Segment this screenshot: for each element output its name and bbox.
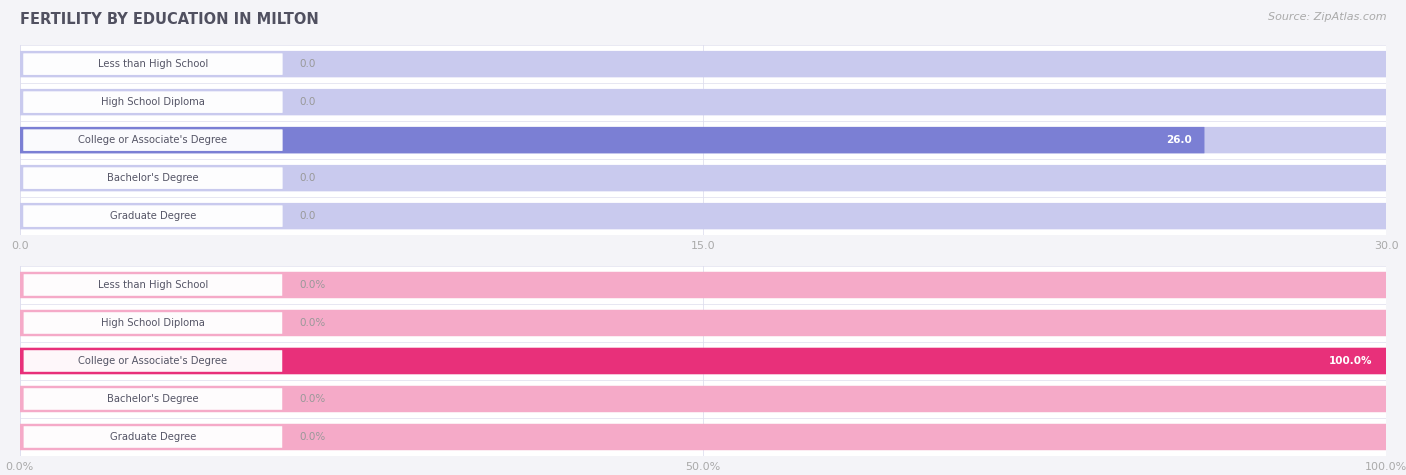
Text: 0.0%: 0.0% [299,318,326,328]
Text: 0.0: 0.0 [299,211,316,221]
Text: High School Diploma: High School Diploma [101,318,205,328]
Bar [20,418,1386,456]
FancyBboxPatch shape [24,91,283,113]
FancyBboxPatch shape [24,312,283,334]
Text: 26.0: 26.0 [1167,135,1192,145]
Text: Graduate Degree: Graduate Degree [110,432,195,442]
FancyBboxPatch shape [20,89,1386,115]
FancyBboxPatch shape [24,426,283,448]
Text: Graduate Degree: Graduate Degree [110,211,195,221]
Text: 0.0%: 0.0% [299,432,326,442]
Text: College or Associate's Degree: College or Associate's Degree [79,356,228,366]
FancyBboxPatch shape [24,129,283,151]
FancyBboxPatch shape [24,274,283,296]
Bar [20,45,1386,83]
Text: 0.0: 0.0 [299,97,316,107]
Bar [20,304,1386,342]
Text: 0.0%: 0.0% [299,280,326,290]
Bar [20,159,1386,197]
FancyBboxPatch shape [20,127,1386,153]
FancyBboxPatch shape [24,205,283,227]
FancyBboxPatch shape [20,348,1386,374]
Text: High School Diploma: High School Diploma [101,97,205,107]
FancyBboxPatch shape [24,53,283,75]
Text: Bachelor's Degree: Bachelor's Degree [107,173,198,183]
FancyBboxPatch shape [24,167,283,189]
Bar [20,342,1386,380]
FancyBboxPatch shape [20,348,1386,374]
FancyBboxPatch shape [20,51,1386,77]
Text: College or Associate's Degree: College or Associate's Degree [79,135,228,145]
Text: 100.0%: 100.0% [1329,356,1372,366]
Bar [20,380,1386,418]
Text: 0.0%: 0.0% [299,394,326,404]
FancyBboxPatch shape [20,127,1205,153]
Text: FERTILITY BY EDUCATION IN MILTON: FERTILITY BY EDUCATION IN MILTON [20,12,318,27]
Bar [20,266,1386,304]
FancyBboxPatch shape [20,424,1386,450]
Bar [20,83,1386,121]
Text: Less than High School: Less than High School [98,280,208,290]
Text: Source: ZipAtlas.com: Source: ZipAtlas.com [1268,12,1386,22]
FancyBboxPatch shape [24,350,283,372]
FancyBboxPatch shape [20,203,1386,229]
Text: Bachelor's Degree: Bachelor's Degree [107,394,198,404]
FancyBboxPatch shape [20,386,1386,412]
FancyBboxPatch shape [20,165,1386,191]
FancyBboxPatch shape [24,388,283,410]
Text: Less than High School: Less than High School [98,59,208,69]
Bar [20,121,1386,159]
FancyBboxPatch shape [20,310,1386,336]
Bar [20,197,1386,235]
Text: 0.0: 0.0 [299,173,316,183]
Text: 0.0: 0.0 [299,59,316,69]
FancyBboxPatch shape [20,272,1386,298]
